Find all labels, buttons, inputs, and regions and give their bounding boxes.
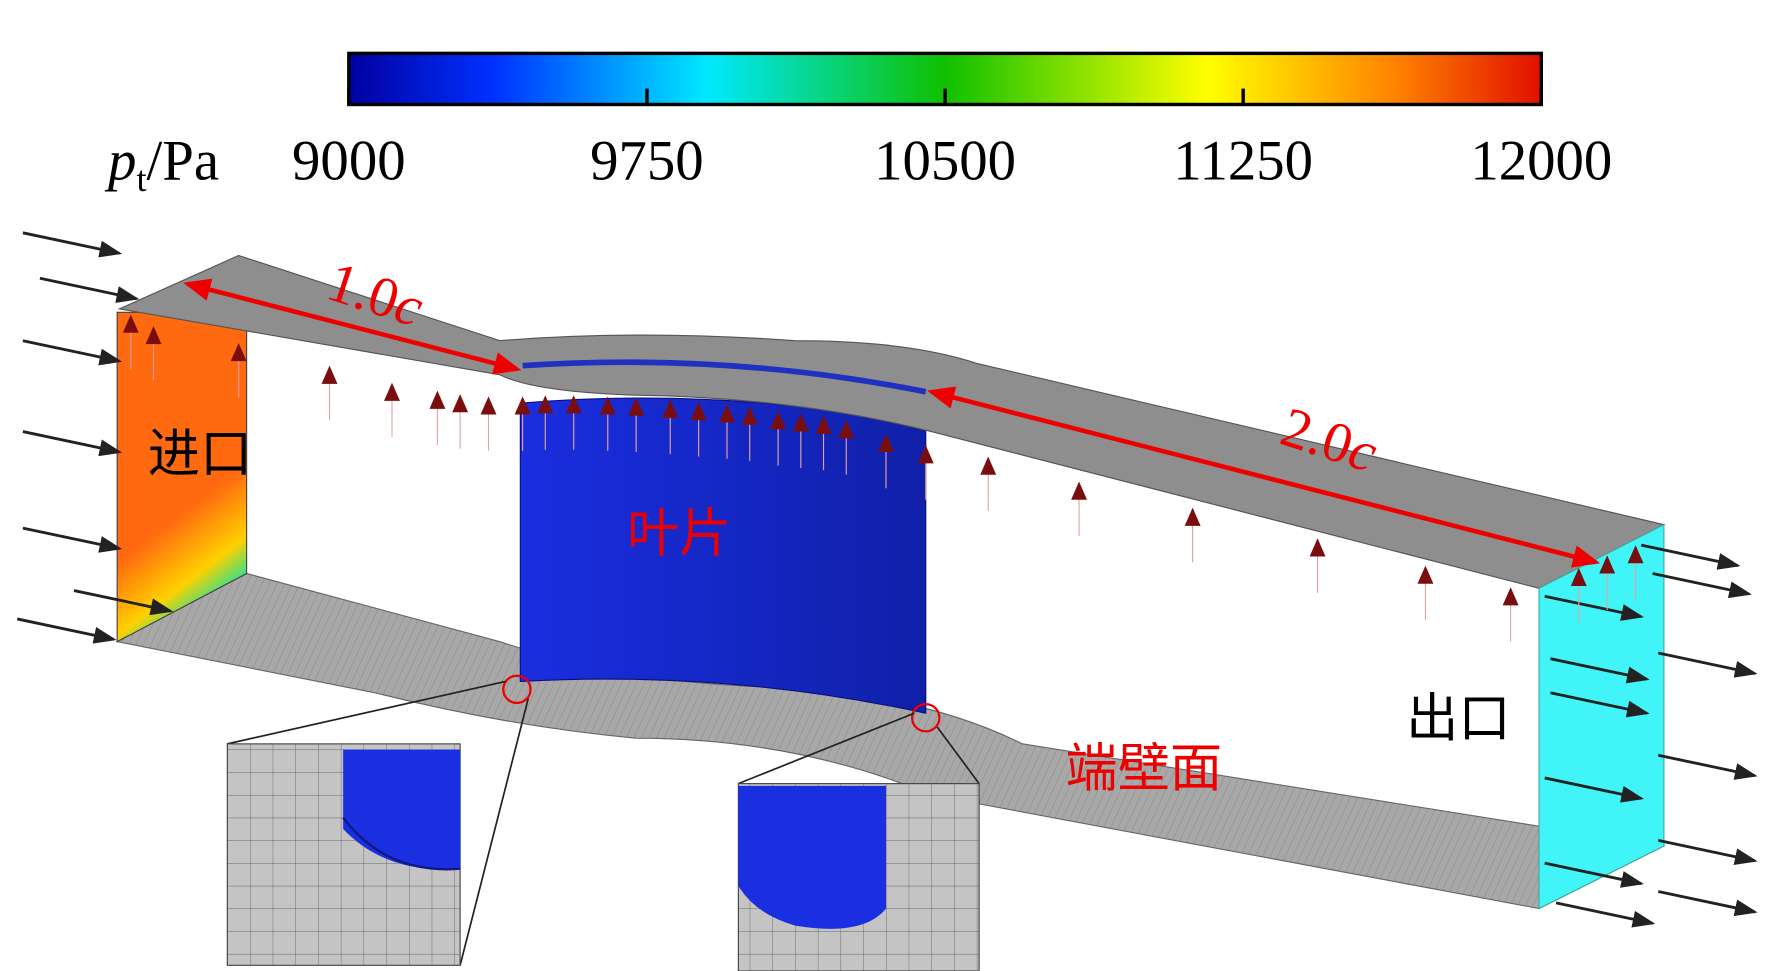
colorbar-tick-label: 12000 (1470, 129, 1612, 192)
marker (1599, 555, 1616, 574)
colorbar-label: pt/Pa (104, 129, 219, 198)
outlet-face (1538, 523, 1665, 910)
blade-label: 叶片 (627, 504, 731, 564)
marker (429, 390, 446, 409)
colorbar-tick-label: 9000 (292, 129, 406, 192)
marker (1502, 587, 1519, 606)
marker (1184, 507, 1201, 526)
marker (599, 396, 616, 415)
marker (628, 397, 645, 416)
arrow (1657, 839, 1758, 866)
marker (145, 325, 162, 345)
marker (980, 456, 997, 475)
marker (1627, 545, 1644, 564)
colorbar-ticks: 9000 9750 10500 11250 12000 (292, 88, 1612, 192)
marker (741, 406, 758, 425)
marker (792, 413, 809, 432)
marker (384, 382, 400, 401)
marker (662, 399, 679, 418)
arrow (1544, 594, 1644, 621)
arrow (1657, 651, 1758, 678)
endwall-label: 端壁面 (1065, 739, 1222, 799)
blade-tip (522, 359, 927, 395)
dimension-arrow (183, 278, 522, 375)
arrow (22, 339, 123, 366)
zoom-circle (502, 674, 532, 705)
arrow (1544, 776, 1644, 803)
arrow (16, 617, 117, 644)
marker (1417, 565, 1434, 584)
arrow (1550, 691, 1650, 718)
marker (452, 394, 469, 413)
marker (1309, 538, 1326, 557)
marker (514, 396, 531, 415)
marker (878, 433, 894, 452)
marker (719, 404, 735, 423)
marker (565, 395, 582, 414)
marker (1071, 481, 1088, 500)
colorbar-tick-label: 10500 (874, 129, 1016, 192)
marker (321, 365, 338, 384)
marker (537, 395, 554, 414)
zoom-circle (910, 702, 941, 733)
colorbar-tick-label: 11250 (1173, 129, 1313, 192)
marker (1570, 567, 1587, 587)
marker (480, 396, 497, 415)
arrow (73, 589, 174, 616)
inset (226, 743, 461, 966)
callout-line (227, 680, 980, 966)
arrow (1657, 890, 1758, 917)
arrow (22, 231, 123, 258)
arrow (22, 430, 123, 457)
inset (737, 783, 980, 971)
colorbar-tick-label: 9750 (590, 129, 704, 192)
marker (770, 411, 787, 430)
arrow (1555, 901, 1656, 928)
marker (690, 402, 707, 421)
arrow (1657, 753, 1758, 780)
dimension-arrow (927, 386, 1601, 568)
arrow (39, 276, 140, 303)
arrow (22, 526, 123, 553)
arrow (1652, 572, 1752, 599)
arrow (1640, 543, 1741, 570)
marker (815, 415, 832, 434)
marker (122, 314, 139, 333)
flow-arrows (16, 231, 1758, 928)
outlet-label: 出口 (1406, 689, 1510, 749)
marker (838, 420, 855, 439)
blade (519, 397, 927, 714)
arrow (1550, 657, 1650, 684)
arrow (1544, 861, 1644, 888)
inlet-label: 进口 (148, 424, 252, 484)
